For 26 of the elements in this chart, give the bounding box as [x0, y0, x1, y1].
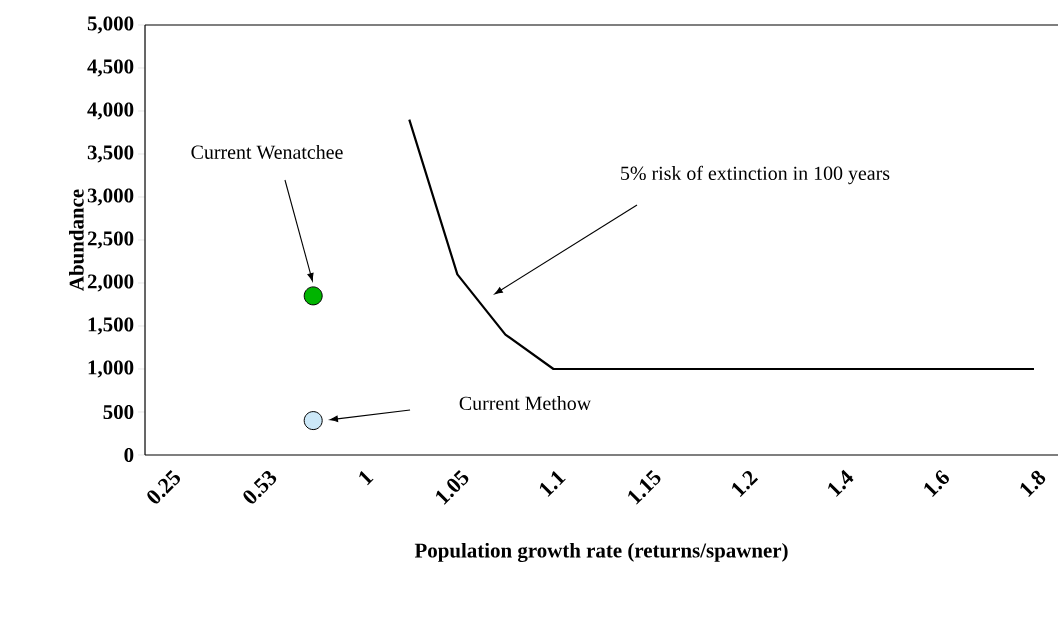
y-tick-label: 3,500: [87, 145, 134, 163]
x-tick-label: 1.2: [732, 470, 759, 497]
x-tick-label: 0.53: [243, 470, 277, 504]
annotation: Current Wenatchee: [191, 144, 343, 160]
y-tick-label: 1,000: [88, 360, 134, 378]
x-tick-label: 1: [359, 471, 374, 486]
y-tick-label: 3,000: [87, 188, 134, 206]
y-tick-label: 2,500: [87, 231, 134, 249]
x-tick-label: 1.15: [628, 469, 661, 505]
x-tick-label: 1.4: [828, 469, 854, 497]
annotation: Current Methow: [459, 395, 592, 410]
x-tick-label: 0.25: [147, 469, 180, 504]
y-axis-title: Abundance: [69, 189, 84, 291]
y-tick-label: 4,000: [87, 102, 134, 120]
y-tick-label: 1,500: [88, 317, 134, 335]
x-tick-label: 1.1: [539, 471, 566, 497]
x-tick-label: 1.8: [1020, 470, 1046, 497]
y-tick-label: 500: [103, 404, 134, 420]
annotation: 5% risk of extinction in 100 years: [621, 165, 890, 185]
y-tick-label: 2,000: [87, 274, 134, 292]
x-axis-title: Population growth rate (returns/spawner): [414, 542, 788, 563]
x-tick-label: 1.6: [924, 469, 949, 497]
y-tick-label: 5,000: [87, 16, 134, 34]
x-tick-label: 1.05: [436, 469, 469, 505]
y-tick-label: 0: [124, 447, 134, 463]
y-tick-label: 4,500: [87, 59, 134, 77]
